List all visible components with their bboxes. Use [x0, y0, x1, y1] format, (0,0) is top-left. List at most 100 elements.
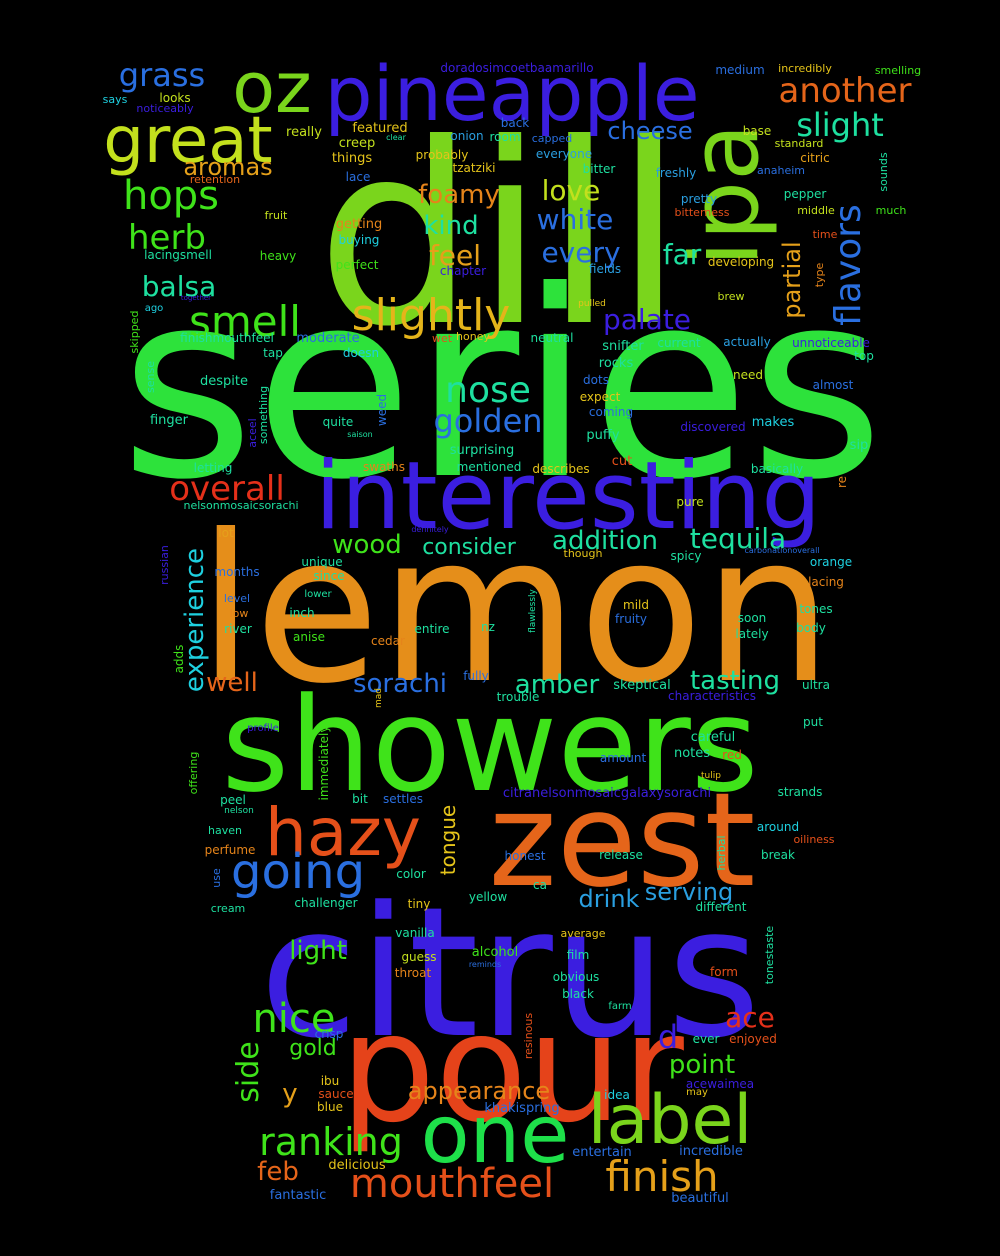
cloud-word: surprising [450, 443, 514, 458]
cloud-word: despite [200, 374, 248, 389]
cloud-word: golden [433, 402, 542, 440]
cloud-word: idea [604, 1088, 630, 1102]
cloud-word: herb [128, 218, 206, 258]
cloud-word: ranking [259, 1120, 403, 1164]
cloud-word: though [564, 547, 603, 560]
cloud-word: clear [386, 133, 406, 142]
cloud-word: level [224, 592, 250, 605]
cloud-word: top [854, 349, 874, 363]
cloud-word: dots [583, 373, 609, 387]
cloud-word: crisp [315, 1027, 344, 1041]
cloud-word: lower [304, 589, 332, 600]
cloud-word: tongue [436, 805, 460, 875]
cloud-word: challenger [294, 896, 357, 910]
cloud-word: basically [751, 462, 803, 476]
cloud-word: nelsonmosaicsorachi [183, 499, 298, 512]
cloud-word: lately [735, 627, 768, 641]
cloud-word: featured [352, 121, 407, 136]
cloud-word: grass [119, 56, 205, 94]
cloud-word: hazy [265, 794, 421, 871]
cloud-word: vanilla [395, 926, 434, 940]
cloud-word: oiliness [793, 833, 834, 846]
cloud-word: citranelsonmosaicgalaxysorachi [503, 786, 711, 801]
cloud-word: rocks [599, 356, 634, 371]
cloud-word: perfume [205, 843, 256, 857]
cloud-word: herbal [715, 835, 728, 870]
cloud-word: film [567, 948, 590, 962]
cloud-word: put [803, 715, 823, 729]
cloud-word: room [489, 130, 520, 144]
cloud-word: citric [800, 151, 830, 165]
cloud-word: beautiful [671, 1191, 729, 1206]
cloud-word: honest [505, 849, 546, 863]
cloud-word: hops [123, 173, 219, 219]
cloud-word: d [658, 1018, 678, 1056]
cloud-word: re [835, 476, 849, 488]
cloud-word: palate [603, 303, 691, 336]
cloud-word: feb [257, 1157, 299, 1187]
cloud-word: soon [738, 611, 767, 625]
cloud-word: spicy [671, 549, 702, 563]
cloud-word: interesting [315, 442, 821, 551]
cloud-word: fruit [265, 209, 288, 222]
cloud-word: entertain [572, 1145, 632, 1160]
cloud-word: slight [796, 106, 884, 144]
cloud-word: series [120, 236, 884, 536]
cloud-word: pulled [578, 299, 606, 309]
cloud-word: makes [752, 415, 795, 430]
cloud-word: months [214, 565, 259, 579]
cloud-word: acewaimea [686, 1077, 754, 1091]
cloud-word: freshly [656, 166, 697, 180]
cloud-word: type [813, 262, 826, 287]
cloud-word: enjoyed [729, 1032, 777, 1046]
cloud-word: heavy [260, 249, 297, 263]
cloud-word: nose [445, 370, 531, 411]
cloud-word: careful [691, 730, 736, 745]
cloud-word: fantastic [270, 1188, 326, 1203]
cloud-word: obvious [553, 970, 600, 984]
cloud-word: medium [715, 63, 764, 77]
cloud-word: sauce [318, 1087, 353, 1101]
cloud-word: profile [247, 723, 279, 734]
cloud-word: nz [481, 620, 495, 634]
cloud-word: unique [301, 555, 342, 569]
cloud-word: blue [317, 1100, 343, 1114]
cloud-word: expect [580, 390, 621, 404]
cloud-word: pineapple [324, 49, 699, 138]
cloud-word: tonestaste [763, 926, 776, 985]
cloud-word: alcohol [472, 945, 518, 960]
cloud-word: getting [336, 217, 383, 232]
cloud-word: adds [172, 645, 186, 674]
cloud-word: mild [623, 598, 649, 612]
cloud-word: sense [144, 361, 157, 393]
cloud-word: wet [432, 332, 453, 345]
cloud-word: fields [589, 262, 621, 276]
cloud-word: saison [347, 430, 372, 439]
cloud-word: finishmouthfeel [180, 331, 274, 345]
cloud-word: notes [674, 746, 710, 761]
cloud-word: flawlessly [528, 588, 538, 632]
cloud-word: amount [600, 751, 647, 765]
cloud-word: everyone [536, 147, 592, 161]
cloud-word: balsa [142, 270, 216, 303]
cloud-word: oz [232, 47, 312, 129]
cloud-word: side [231, 1041, 266, 1102]
cloud-word: tiny [408, 897, 431, 911]
cloud-word: overall [169, 469, 285, 509]
cloud-word: around [757, 820, 799, 834]
cloud-word: addition [552, 526, 658, 556]
cloud-word: honey [456, 330, 490, 343]
cloud-word: brew [717, 290, 744, 303]
cloud-word: ipa [671, 123, 780, 266]
cloud-word: trouble [497, 690, 540, 704]
cloud-word: haven [208, 824, 242, 837]
cloud-word: mentioned [457, 460, 522, 474]
cloud-word: fully [463, 669, 489, 683]
cloud-word: low [230, 607, 249, 620]
cloud-word: time [813, 228, 838, 241]
cloud-word: dill [316, 90, 683, 381]
cloud-word: immediately [317, 726, 331, 801]
cloud-word: current [657, 336, 701, 350]
cloud-word: definitely [411, 525, 449, 534]
